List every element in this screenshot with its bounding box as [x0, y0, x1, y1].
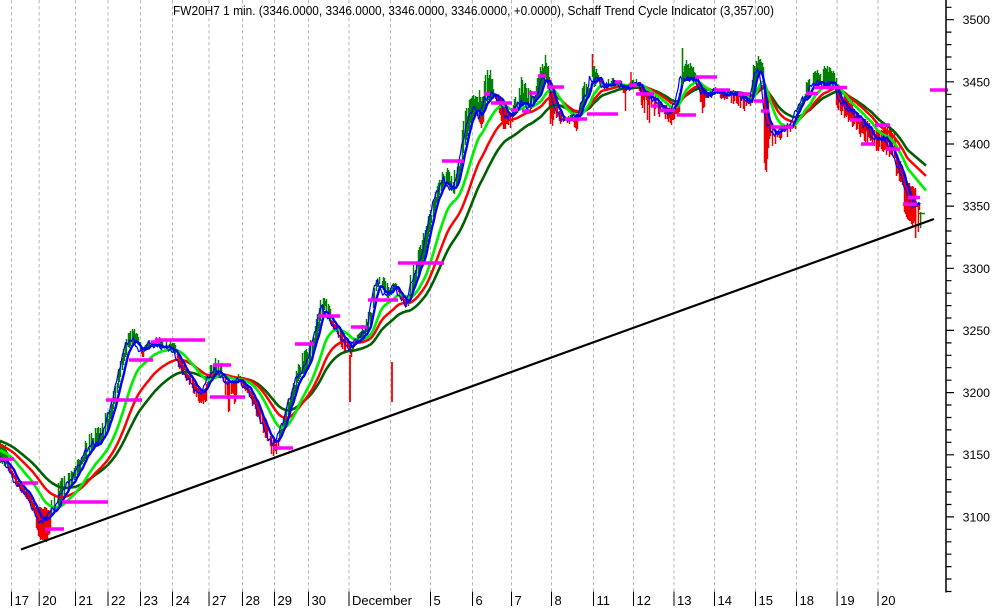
- svg-text:3100: 3100: [963, 510, 991, 524]
- svg-text:3150: 3150: [963, 448, 991, 462]
- svg-text:3400: 3400: [963, 138, 991, 152]
- svg-text:20: 20: [881, 593, 895, 608]
- svg-text:30: 30: [312, 593, 326, 608]
- svg-text:24: 24: [176, 593, 190, 608]
- svg-text:14: 14: [718, 593, 732, 608]
- svg-text:3500: 3500: [963, 13, 991, 27]
- svg-text:28: 28: [246, 593, 260, 608]
- svg-text:3300: 3300: [963, 262, 991, 276]
- svg-text:18: 18: [800, 593, 814, 608]
- svg-text:13: 13: [677, 593, 691, 608]
- svg-text:7: 7: [515, 593, 522, 608]
- svg-text:5: 5: [434, 593, 441, 608]
- svg-text:8: 8: [555, 593, 562, 608]
- svg-text:11: 11: [597, 593, 611, 608]
- svg-text:FW20H7 1 min. (3346.0000, 3346: FW20H7 1 min. (3346.0000, 3346.0000, 334…: [173, 3, 774, 18]
- svg-text:19: 19: [840, 593, 854, 608]
- svg-text:22: 22: [111, 593, 125, 608]
- svg-text:3350: 3350: [963, 200, 991, 214]
- svg-text:17: 17: [15, 593, 29, 608]
- svg-text:6: 6: [476, 593, 483, 608]
- svg-text:December: December: [352, 593, 413, 608]
- svg-text:3200: 3200: [963, 386, 991, 400]
- svg-text:23: 23: [144, 593, 158, 608]
- svg-text:27: 27: [212, 593, 226, 608]
- svg-text:15: 15: [759, 593, 773, 608]
- svg-text:29: 29: [278, 593, 292, 608]
- svg-text:12: 12: [637, 593, 651, 608]
- svg-text:3450: 3450: [963, 75, 991, 89]
- svg-text:21: 21: [79, 593, 93, 608]
- svg-text:20: 20: [42, 593, 56, 608]
- svg-text:3250: 3250: [963, 324, 991, 338]
